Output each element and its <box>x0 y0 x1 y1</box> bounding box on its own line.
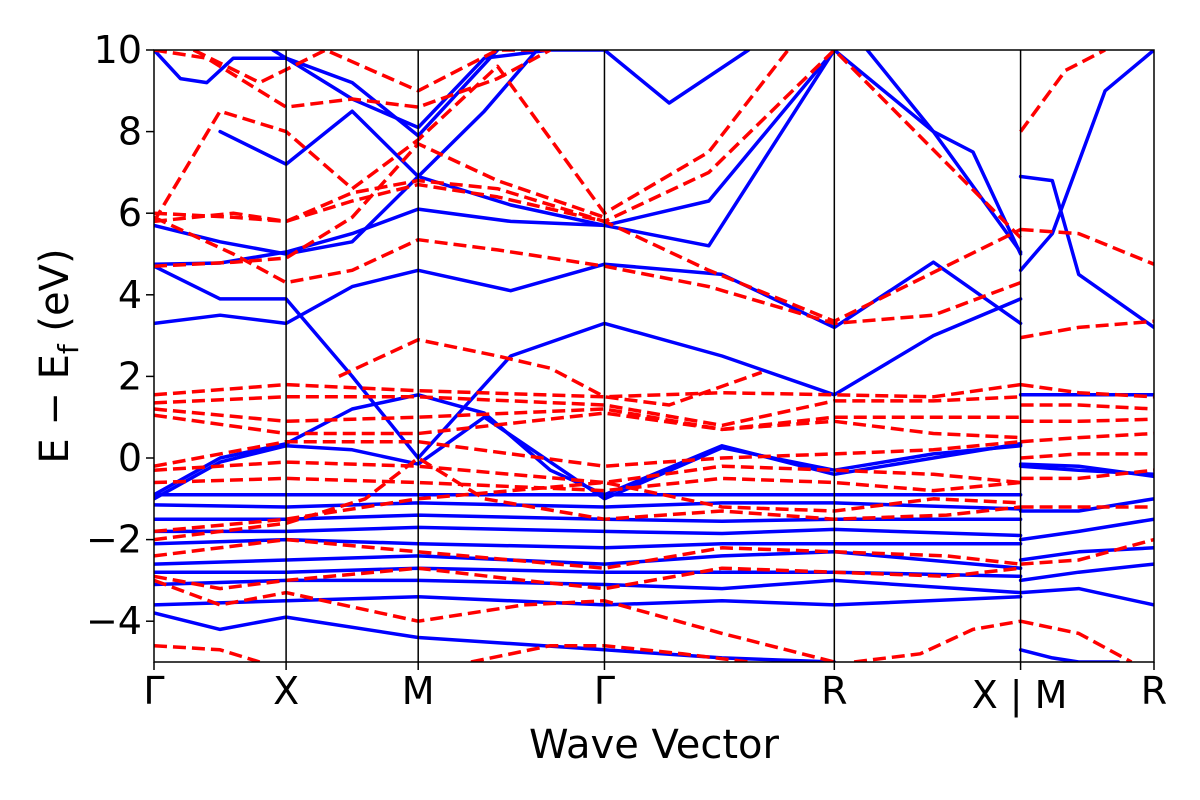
x-axis-title: Wave Vector <box>529 722 780 768</box>
y-tick-label-7: 10 <box>94 28 142 72</box>
y-axis-ticks: −4 −2 0 2 4 6 8 10 <box>86 28 154 643</box>
solid-band-17 <box>154 50 500 138</box>
dashed-band-40 <box>154 182 1022 324</box>
y-tick-label-5: 6 <box>118 191 142 235</box>
dashed-band-41 <box>154 50 1022 239</box>
dashed-band-61 <box>1020 537 1154 566</box>
dashed-band-53 <box>853 619 1021 662</box>
solid-band-9 <box>154 525 1023 538</box>
kpoint-label-4: R <box>821 669 847 713</box>
solid-band-5 <box>154 415 1023 501</box>
dashed-band-57 <box>1020 431 1154 444</box>
y-tick-label-1: −2 <box>86 518 142 562</box>
dashed-band-48 <box>154 537 1021 570</box>
solid-band-16 <box>271 50 751 130</box>
solid-band-27 <box>1018 586 1154 607</box>
y-tick-label-4: 4 <box>118 273 142 317</box>
dashed-band-45 <box>192 50 551 93</box>
kpoint-label-5: X | M <box>972 673 1068 718</box>
solid-band-11 <box>154 550 1023 570</box>
kpoint-label-1: X <box>273 669 299 713</box>
band-lines <box>154 50 1154 662</box>
dashed-band-62 <box>1020 319 1154 340</box>
solid-band-28 <box>1018 50 1154 273</box>
solid-band-13 <box>154 578 1023 595</box>
y-tick-label-2: 0 <box>118 436 142 480</box>
solid-band-3 <box>154 264 1023 460</box>
dashed-band-42 <box>154 142 606 268</box>
dashed-band-56 <box>1020 417 1154 424</box>
x-axis-kpoint-labels: Γ X M Γ R X | M R <box>143 662 1167 718</box>
kpoint-label-6: R <box>1141 669 1167 713</box>
dashed-band-47 <box>154 456 1021 542</box>
solid-band-26 <box>1018 562 1154 583</box>
solid-band-30 <box>1018 648 1121 662</box>
solid-band-23 <box>1018 497 1154 513</box>
solid-band-0 <box>154 50 1023 266</box>
solid-band-10 <box>154 537 1023 550</box>
dashed-band-54 <box>1020 382 1154 399</box>
solid-band-24 <box>1018 517 1154 542</box>
y-tick-label-0: −4 <box>86 599 142 643</box>
dashed-band-36 <box>154 460 1021 485</box>
dashed-band-31 <box>154 382 1021 399</box>
dashed-band-58 <box>1020 452 1154 460</box>
dashed-band-44 <box>154 50 552 109</box>
dashed-band-32 <box>154 395 1021 428</box>
kpoint-label-2: M <box>402 669 435 713</box>
dashed-band-37 <box>154 476 1021 493</box>
dashed-band-51 <box>154 643 261 662</box>
y-axis-title-main: E − E <box>32 354 78 464</box>
solid-band-29 <box>1018 174 1154 330</box>
plot-frame <box>153 49 1155 663</box>
dashed-band-64 <box>1019 50 1106 133</box>
solid-band-19 <box>865 50 1023 256</box>
dashed-band-49 <box>154 566 1021 591</box>
y-tick-label-6: 8 <box>118 110 142 154</box>
dashed-band-52 <box>470 643 749 662</box>
y-axis-title-unit: (eV) <box>32 248 78 344</box>
y-axis-title: E − Ef (eV) <box>32 248 85 463</box>
dashed-band-59 <box>1020 468 1154 481</box>
dashed-band-33 <box>154 407 1021 432</box>
dashed-band-65 <box>1020 619 1133 662</box>
dashed-band-34 <box>154 411 1021 440</box>
dashed-band-50 <box>154 578 835 662</box>
high-symmetry-lines <box>285 50 1022 662</box>
kpoint-label-3: Γ <box>594 669 615 713</box>
dashed-band-63 <box>1020 227 1154 266</box>
dashed-band-35 <box>154 439 1021 468</box>
y-tick-label-3: 2 <box>118 354 142 398</box>
dashed-band-39 <box>154 215 1022 326</box>
solid-band-25 <box>1018 546 1154 562</box>
solid-band-22 <box>1018 464 1154 477</box>
y-axis-title-subscript: f <box>52 343 85 354</box>
solid-band-18 <box>218 50 539 179</box>
dashed-band-55 <box>1020 403 1154 411</box>
kpoint-label-0: Γ <box>143 669 164 713</box>
